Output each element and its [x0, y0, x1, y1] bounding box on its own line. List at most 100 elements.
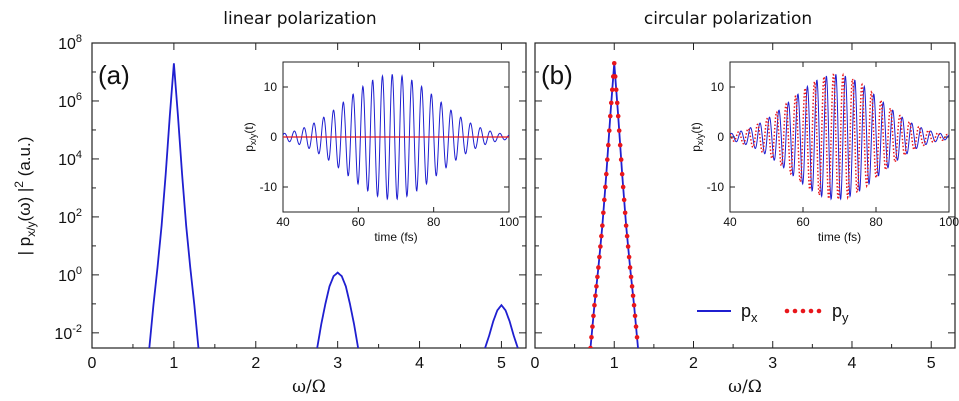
py-dot: [630, 293, 636, 299]
inset-x-axis-label: time (fs): [374, 230, 417, 244]
py-dot: [590, 324, 595, 329]
inset-y-tick-label: 10: [264, 80, 278, 94]
legend-dot-py: [808, 308, 814, 314]
y-tick-label: 106: [58, 91, 82, 111]
plot-frame: [91, 42, 527, 349]
py-dot: [589, 335, 594, 340]
py-dot: [607, 113, 613, 119]
x-tick-label: 1: [610, 355, 619, 372]
panel-b: circular polarization 0 1 2 3 4 5 ω/Ω (b) 40 60 80 1…: [531, 9, 959, 397]
py-dot: [621, 197, 627, 203]
inset-x-axis-label: time (fs): [818, 230, 861, 244]
inset-x-tick-label: 80: [427, 215, 441, 229]
py-dot: [618, 157, 624, 162]
x-tick-label: 4: [415, 355, 424, 372]
py-dot: [604, 171, 609, 177]
x-tick-label: 5: [497, 355, 506, 372]
inset-x-tick-label: 40: [276, 215, 290, 229]
py-dot: [625, 244, 631, 249]
py-dot: [634, 335, 640, 340]
py-dot: [593, 293, 598, 299]
py-dot: [626, 254, 632, 260]
py-dot: [601, 210, 606, 216]
x-tick-label: 5: [927, 355, 936, 372]
py-dot: [591, 313, 596, 319]
py-dot: [605, 157, 610, 162]
py-dot: [615, 113, 621, 119]
x-tick-label: 1: [169, 355, 178, 372]
x-tick-label: 2: [689, 355, 698, 372]
x-tick-label: 3: [333, 355, 342, 372]
py-dot: [629, 284, 635, 289]
spectrum-line: [484, 303, 519, 348]
legend-label: px: [741, 301, 758, 325]
inset-x-tick-label: 100: [939, 215, 959, 229]
py-dot: [595, 274, 600, 280]
py-dot: [613, 87, 619, 92]
py-dot: [622, 210, 628, 216]
py-dot: [623, 223, 629, 228]
py-dot: [614, 100, 620, 106]
inset-y-axis-label: px/y(t): [242, 122, 258, 152]
y-tick-label: 102: [58, 207, 82, 227]
py-dot: [633, 324, 639, 329]
panel-label: (a): [98, 60, 130, 90]
py-dot: [616, 128, 622, 133]
y-axis-label: | px/y(ω) |2 (a.u.): [12, 137, 38, 256]
py-dot: [612, 74, 618, 79]
py-dot: [608, 100, 614, 106]
py-dot: [598, 244, 603, 249]
py-dot: [597, 254, 602, 260]
py-dot: [624, 233, 630, 239]
inset-series-p_x: [283, 73, 509, 201]
legend-dot-py: [792, 308, 798, 314]
py-dot: [620, 184, 626, 190]
inset-x-tick-label: 60: [796, 215, 810, 229]
inset-y-tick-label: 0: [717, 130, 724, 144]
py-dot: [606, 142, 611, 148]
inset-y-tick-label: -10: [707, 180, 725, 194]
py-dot: [596, 265, 601, 270]
py-dot: [617, 142, 623, 148]
spectrum-line: [316, 271, 360, 348]
py-dot: [599, 233, 604, 239]
py-dot: [631, 302, 637, 308]
py-dot: [606, 128, 612, 133]
legend-dot-py: [784, 308, 790, 314]
x-axis-label: ω/Ω: [728, 377, 762, 397]
plot-frame: [534, 42, 956, 349]
inset-y-tick-label: 0: [270, 130, 277, 144]
legend-dot-py: [800, 308, 806, 314]
legend-dot-py: [816, 308, 822, 314]
inset-x-tick-label: 80: [869, 215, 883, 229]
y-tick-label: 108: [58, 33, 82, 53]
x-tick-label: 0: [531, 355, 540, 372]
py-dot: [619, 171, 625, 177]
inset-x-tick-label: 60: [352, 215, 366, 229]
y-tick-label: 104: [58, 149, 82, 169]
x-tick-label: 4: [848, 355, 857, 372]
panel-a: linear polarization 0 1 2 3 4 5 108 106 104 102 100…: [12, 9, 527, 397]
panel-title: linear polarization: [223, 9, 376, 29]
inset-y-axis-label: px/y(t): [689, 122, 705, 152]
py-dot: [609, 87, 615, 92]
inset-y-tick-label: 10: [711, 80, 725, 94]
py-dot: [628, 274, 634, 280]
x-axis-label: ω/Ω: [292, 377, 326, 397]
py-dot: [603, 184, 608, 190]
spectrum-line: [589, 63, 639, 348]
y-tick-label: 100: [58, 265, 82, 285]
py-dot: [602, 197, 607, 203]
py-dot: [611, 60, 617, 66]
inset-x-tick-label: 40: [723, 215, 737, 229]
py-dot: [592, 302, 597, 308]
py-dot: [588, 345, 593, 348]
inset-y-tick-label: -10: [260, 180, 278, 194]
py-dot: [594, 284, 599, 289]
py-dot: [632, 313, 638, 319]
inset-x-tick-label: 100: [499, 215, 519, 229]
x-tick-label: 2: [251, 355, 260, 372]
